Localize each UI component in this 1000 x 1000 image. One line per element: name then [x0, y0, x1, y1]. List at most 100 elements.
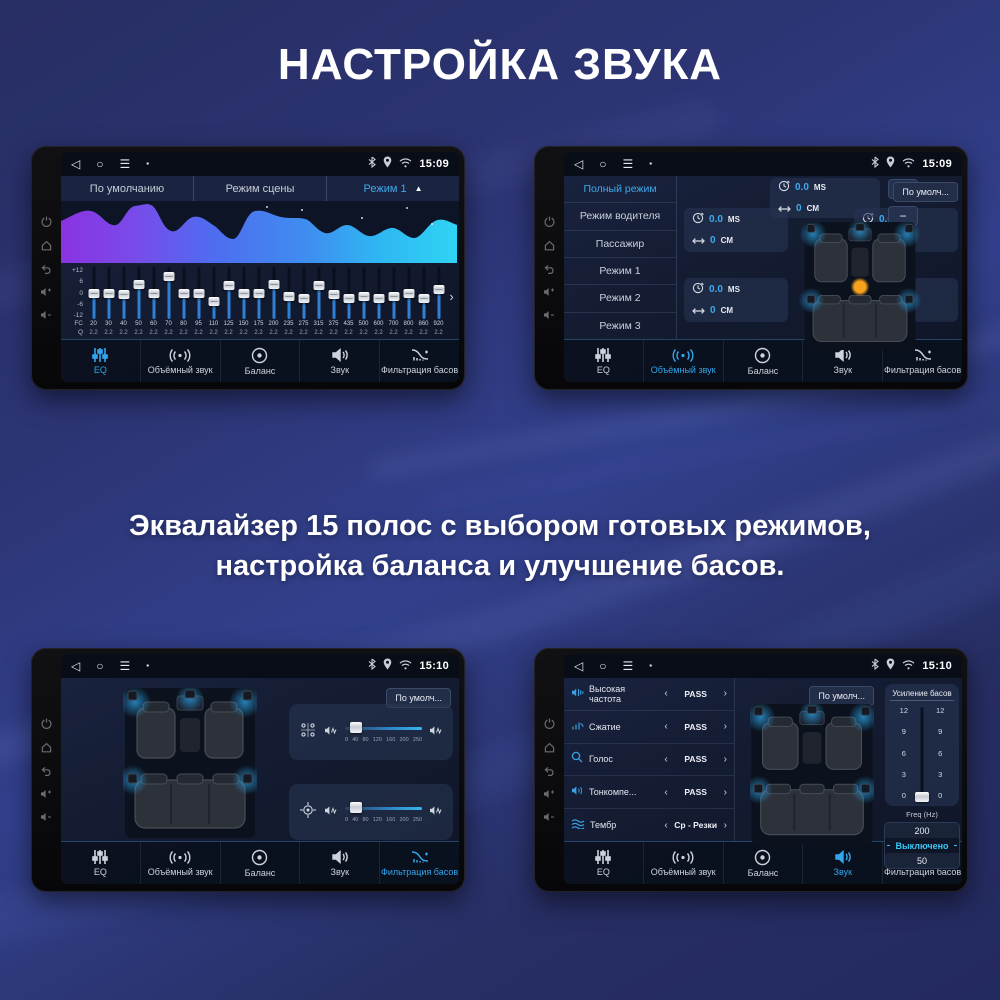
prev-option-chevron[interactable]: ‹ [664, 819, 668, 831]
next-option-chevron[interactable]: › [723, 786, 727, 798]
tab-bassfilter[interactable]: Фильтрация басов [379, 842, 459, 884]
back-triangle-icon[interactable]: ◁ [574, 157, 584, 171]
freq-option-below[interactable]: 50 [885, 853, 959, 868]
freq-option-above[interactable]: 200 [885, 823, 959, 838]
screenshot-square-icon[interactable]: ▪ [649, 159, 653, 168]
power-button[interactable] [41, 718, 52, 729]
tab-surround[interactable]: Объёмный звук [642, 340, 723, 382]
collapse-triangle-icon[interactable]: ▲ [414, 184, 423, 193]
home-button[interactable] [41, 240, 52, 251]
screenshot-square-icon[interactable]: ▪ [146, 159, 150, 168]
next-option-chevron[interactable]: › [723, 721, 727, 733]
next-option-chevron[interactable]: › [723, 753, 727, 765]
eq-band-20[interactable]: 20 2.2 [86, 267, 101, 339]
back-triangle-icon[interactable]: ◁ [574, 659, 584, 673]
tab-sound[interactable]: Звук [299, 340, 379, 382]
prev-option-chevron[interactable]: ‹ [664, 721, 668, 733]
home-circle-icon[interactable]: ○ [599, 157, 607, 171]
screenshot-square-icon[interactable]: ▪ [146, 661, 150, 670]
volume-down-button[interactable] [543, 812, 555, 822]
eq-band-375[interactable]: 375 2.2 [326, 267, 341, 339]
power-button[interactable] [544, 718, 555, 729]
default-button[interactable]: По умолч... [809, 686, 874, 706]
bass-slider-1[interactable] [345, 721, 422, 734]
tab-sound[interactable]: Звук [802, 340, 882, 382]
prev-option-chevron[interactable]: ‹ [664, 786, 668, 798]
tab-balance[interactable]: Баланс [722, 340, 803, 382]
tab-sound[interactable]: Звук [802, 842, 882, 884]
tab-surround[interactable]: Объёмный звук [642, 842, 723, 884]
surround-mode-6[interactable]: Режим 3 [599, 319, 641, 332]
volume-down-button[interactable] [40, 310, 52, 320]
preset-mode-1[interactable]: Режим 1 ▲ [326, 176, 459, 201]
eq-band-70[interactable]: 70 2.2 [161, 267, 176, 339]
tab-eq[interactable]: EQ [564, 340, 643, 382]
home-button[interactable] [41, 742, 52, 753]
tab-bassfilter[interactable]: Фильтрация басов [882, 340, 962, 382]
volume-down-button[interactable] [543, 310, 555, 320]
home-circle-icon[interactable]: ○ [96, 157, 104, 171]
prev-option-chevron[interactable]: ‹ [664, 753, 668, 765]
volume-up-button[interactable] [543, 789, 555, 799]
power-button[interactable] [544, 216, 555, 227]
tab-eq[interactable]: EQ [564, 842, 643, 884]
back-button[interactable] [41, 766, 52, 776]
home-circle-icon[interactable]: ○ [599, 659, 607, 673]
back-button[interactable] [544, 766, 555, 776]
eq-band-800[interactable]: 800 2.2 [401, 267, 416, 339]
eq-band-435[interactable]: 435 2.2 [341, 267, 356, 339]
delay-rear-left[interactable]: 0.0 MS 0 CM [684, 278, 788, 322]
home-button[interactable] [544, 742, 555, 753]
tab-bassfilter[interactable]: Фильтрация басов [379, 340, 459, 382]
eq-band-500[interactable]: 500 2.2 [356, 267, 371, 339]
eq-band-700[interactable]: 700 2.2 [386, 267, 401, 339]
home-button[interactable] [544, 240, 555, 251]
eq-band-30[interactable]: 30 2.2 [101, 267, 116, 339]
tab-surround[interactable]: Объёмный звук [139, 842, 220, 884]
eq-band-920[interactable]: 920 2.2 [431, 267, 446, 339]
eq-band-200[interactable]: 200 2.2 [266, 267, 281, 339]
eq-band-600[interactable]: 600 2.2 [371, 267, 386, 339]
menu-lines-icon[interactable]: ☰ [119, 659, 131, 673]
next-option-chevron[interactable]: › [723, 688, 727, 700]
eq-band-60[interactable]: 60 2.2 [146, 267, 161, 339]
eq-band-175[interactable]: 175 2.2 [251, 267, 266, 339]
menu-lines-icon[interactable]: ☰ [622, 659, 634, 673]
tab-eq[interactable]: EQ [61, 842, 140, 884]
surround-mode-3[interactable]: Пассажир [564, 231, 676, 258]
preset-default[interactable]: По умолчанию [89, 182, 165, 195]
surround-mode-2[interactable]: Режим водителя [564, 203, 676, 231]
bass-slider-2[interactable] [345, 801, 422, 814]
eq-band-275[interactable]: 275 2.2 [296, 267, 311, 339]
default-button[interactable]: По умолч... [893, 182, 958, 202]
tab-balance[interactable]: Баланс [219, 340, 300, 382]
volume-up-button[interactable] [40, 789, 52, 799]
eq-band-80[interactable]: 80 2.2 [176, 267, 191, 339]
eq-band-110[interactable]: 110 2.2 [206, 267, 221, 339]
eq-band-95[interactable]: 95 2.2 [191, 267, 206, 339]
back-button[interactable] [544, 264, 555, 274]
prev-option-chevron[interactable]: ‹ [664, 688, 668, 700]
eq-band-150[interactable]: 150 2.2 [236, 267, 251, 339]
eq-band-50[interactable]: 50 2.2 [131, 267, 146, 339]
bass-boost-slider[interactable] [915, 705, 929, 802]
tab-balance[interactable]: Баланс [722, 842, 803, 884]
eq-band-860[interactable]: 860 2.2 [416, 267, 431, 339]
surround-mode-1[interactable]: Полный режим [564, 176, 676, 204]
tab-surround[interactable]: Объёмный звук [139, 340, 220, 382]
home-circle-icon[interactable]: ○ [96, 659, 104, 673]
delay-master[interactable]: 0.0 MS 0 CM [770, 178, 880, 218]
tab-eq[interactable]: EQ [61, 340, 140, 382]
eq-band-235[interactable]: 235 2.2 [281, 267, 296, 339]
menu-lines-icon[interactable]: ☰ [119, 157, 131, 171]
volume-up-button[interactable] [543, 287, 555, 297]
volume-up-button[interactable] [40, 287, 52, 297]
menu-lines-icon[interactable]: ☰ [622, 157, 634, 171]
back-button[interactable] [41, 264, 52, 274]
surround-mode-5[interactable]: Режим 2 [564, 285, 676, 313]
preset-scene-mode[interactable]: Режим сцены [193, 176, 326, 201]
eq-band-40[interactable]: 40 2.2 [116, 267, 131, 339]
back-triangle-icon[interactable]: ◁ [71, 157, 81, 171]
power-button[interactable] [41, 216, 52, 227]
tab-balance[interactable]: Баланс [219, 842, 300, 884]
